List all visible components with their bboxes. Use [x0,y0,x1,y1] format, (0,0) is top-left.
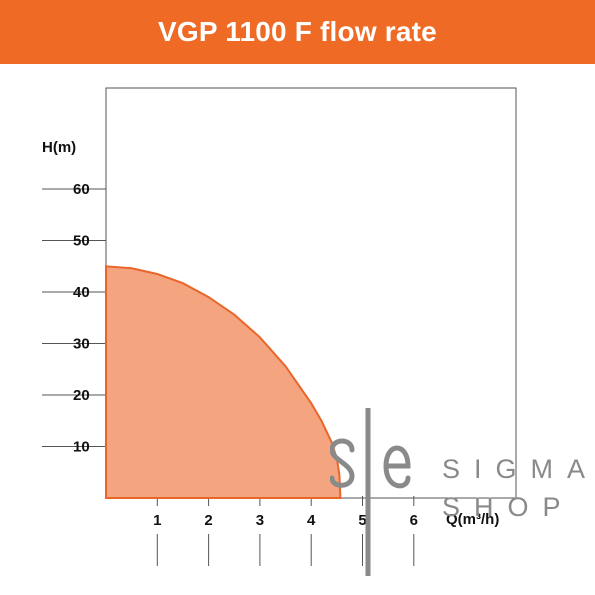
x-tick-label: 3 [256,512,264,529]
chart-title: VGP 1100 F flow rate [158,16,437,47]
x-tick-label: 6 [410,512,418,529]
sigma-shop-logo-icon [329,408,411,576]
y-tick-label: 10 [73,439,90,456]
brand-line-1: SIGMA [442,454,595,484]
x-tick-label: 5 [358,512,366,529]
title-banner: VGP 1100 F flow rate [0,0,595,64]
y-tick-label: 20 [73,387,90,404]
x-tick-label: 1 [153,512,161,529]
y-tick-label: 60 [73,181,90,198]
y-tick-label: 40 [73,284,90,301]
sigma-shop-watermark: SIGMA SHOP [329,408,585,576]
y-tick-label: 50 [73,233,90,250]
x-axis-label: Q(m³/h) [446,511,499,528]
y-axis-label: H(m) [42,139,76,156]
x-tick-label: 4 [307,512,316,529]
y-tick-label: 30 [73,336,90,353]
y-axis-ticks: 10 20 30 40 50 60 [42,181,106,456]
brand-line-2: SHOP [442,492,575,522]
flow-rate-area [105,265,342,499]
x-tick-label: 2 [204,512,212,529]
